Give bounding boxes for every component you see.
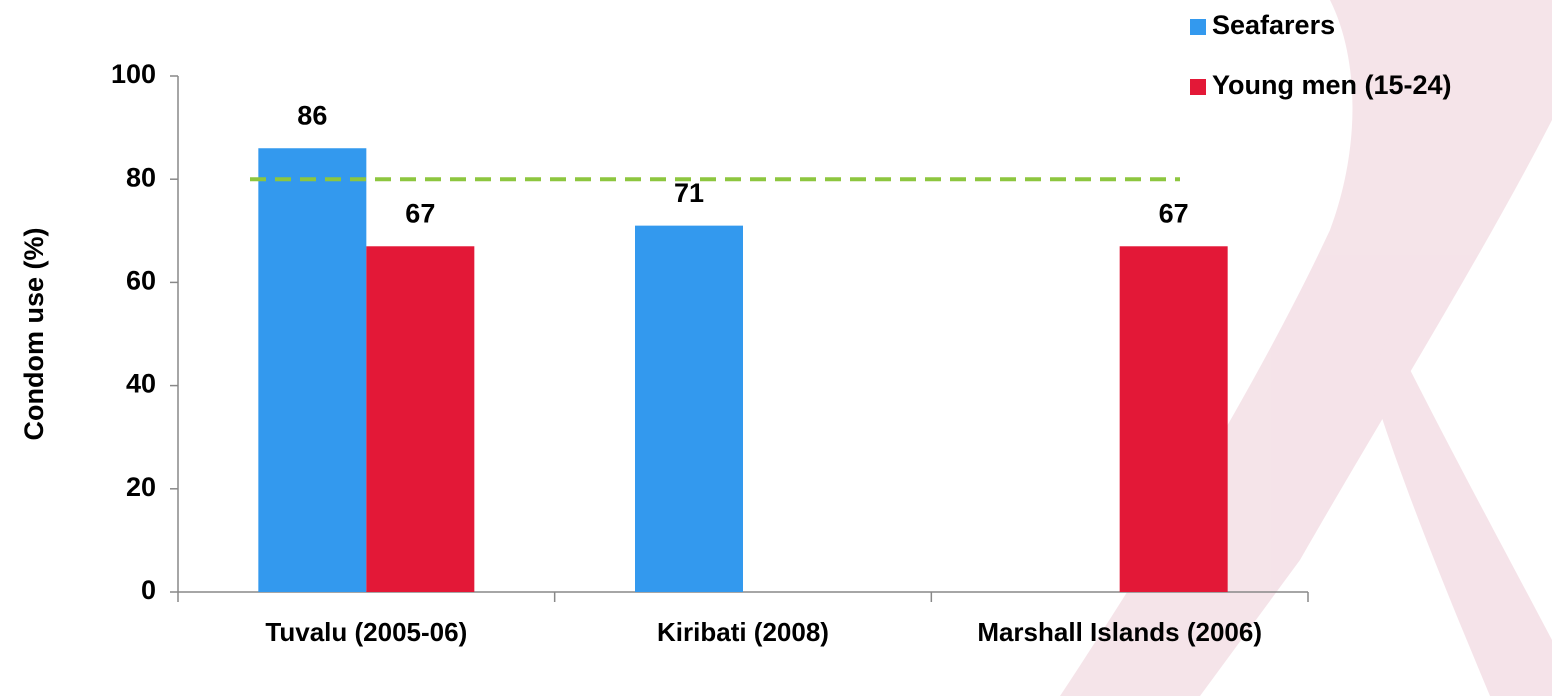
data-label: 67 [1159,198,1189,228]
bar [366,246,475,592]
x-tick-label: Kiribati (2008) [657,617,829,647]
data-label: 67 [405,198,435,228]
legend-label: Young men (15-24) [1212,70,1452,100]
y-tick-label: 100 [111,59,156,89]
y-tick-label: 0 [141,575,156,605]
x-tick-label: Tuvalu (2005-06) [265,617,468,647]
y-tick-label: 60 [126,266,156,296]
x-tick-label: Marshall Islands (2006) [977,617,1262,647]
y-tick-label: 20 [126,472,156,502]
legend-swatch [1190,79,1206,95]
data-label: 71 [674,178,704,208]
bar [635,225,743,592]
legend-swatch [1190,19,1206,35]
legend-label: Seafarers [1212,10,1335,40]
bar [258,148,367,593]
data-label: 86 [297,100,327,130]
bar [1119,246,1228,592]
y-tick-label: 80 [126,162,156,192]
y-tick-label: 40 [126,369,156,399]
y-axis-label: Condom use (%) [19,228,49,441]
